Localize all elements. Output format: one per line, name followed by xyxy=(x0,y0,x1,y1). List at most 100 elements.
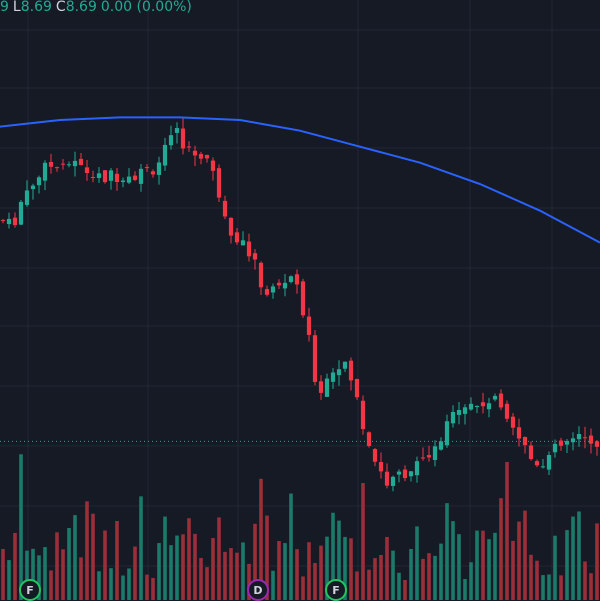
volume-bar xyxy=(67,527,71,600)
legend-low-value: 8.69 xyxy=(20,0,52,15)
volume-bar xyxy=(163,516,167,600)
candle-body xyxy=(534,461,540,466)
volume-bar xyxy=(517,521,521,600)
candlestick-series xyxy=(0,118,600,492)
volume-bar xyxy=(547,574,551,600)
volume-bar xyxy=(211,538,215,600)
volume-bar xyxy=(139,496,143,600)
candle-body xyxy=(570,438,576,443)
candle-body xyxy=(144,167,150,169)
candle-body xyxy=(258,262,264,288)
candle-body xyxy=(90,176,96,178)
candle-body xyxy=(330,372,336,382)
candle-body xyxy=(576,434,582,440)
candle-body xyxy=(78,158,84,166)
volume-bar xyxy=(253,523,257,600)
volume-bar xyxy=(115,520,119,600)
volume-bar xyxy=(307,542,311,600)
volume-bar xyxy=(193,533,197,600)
volume-bar xyxy=(25,550,29,600)
candle-body xyxy=(240,240,246,246)
volume-bar xyxy=(175,535,179,600)
candle-body xyxy=(558,440,564,446)
candle-body xyxy=(450,411,456,424)
candle-body xyxy=(156,162,162,175)
volume-bar xyxy=(445,503,449,600)
candle-body xyxy=(468,403,474,410)
volume-bar xyxy=(409,548,413,600)
candle-body xyxy=(354,378,360,398)
candle-body xyxy=(216,168,222,198)
volume-bar xyxy=(43,547,47,600)
volume-bar xyxy=(265,515,269,600)
candle-body xyxy=(150,171,156,175)
candle-body xyxy=(516,427,522,439)
volume-bar xyxy=(235,552,239,600)
candle-body xyxy=(288,276,294,282)
volume-bar xyxy=(499,498,503,600)
volume-bar xyxy=(457,534,461,600)
candle-body xyxy=(312,335,318,382)
candle-body xyxy=(6,218,12,225)
earnings-marker-icon[interactable]: F xyxy=(325,579,347,601)
legend-high-value-partial: 9 xyxy=(0,0,9,15)
volume-bar xyxy=(415,526,419,600)
volume-bar xyxy=(301,576,305,600)
candle-body xyxy=(246,241,252,257)
candle-body xyxy=(384,471,390,486)
volume-bar xyxy=(289,493,293,600)
volume-bar xyxy=(199,557,203,600)
candle-body xyxy=(378,462,384,472)
candle-body xyxy=(186,146,192,148)
volume-bar xyxy=(439,543,443,600)
volume-bar xyxy=(127,568,131,600)
volume-bar xyxy=(49,570,53,600)
volume-bar xyxy=(313,563,317,600)
volume-bar xyxy=(97,571,101,600)
dividend-marker-icon[interactable]: D xyxy=(247,579,269,601)
moving-average-line xyxy=(0,116,600,244)
volume-bar xyxy=(217,517,221,600)
volume-bar xyxy=(331,512,335,600)
volume-bar xyxy=(577,511,581,600)
volume-bar xyxy=(343,536,347,600)
candle-body xyxy=(318,381,324,393)
volume-bar xyxy=(565,530,569,600)
candle-body xyxy=(306,316,312,335)
candle-body xyxy=(480,402,486,407)
volume-bar xyxy=(319,545,323,600)
volume-bar xyxy=(583,561,587,600)
candle-body xyxy=(126,176,132,183)
volume-series xyxy=(1,454,599,600)
candle-body xyxy=(0,220,6,222)
candle-body xyxy=(84,167,90,174)
candle-body xyxy=(486,403,492,410)
candle-body xyxy=(210,160,216,171)
volume-bar xyxy=(283,543,287,600)
earnings-marker-icon[interactable]: F xyxy=(19,579,41,601)
volume-bar xyxy=(145,574,149,600)
volume-bar xyxy=(451,521,455,600)
candle-body xyxy=(510,416,516,428)
volume-bar xyxy=(511,540,515,600)
candle-body xyxy=(360,400,366,430)
volume-bar xyxy=(433,555,437,600)
marker-label: F xyxy=(332,583,340,597)
candle-body xyxy=(366,432,372,446)
volume-bar xyxy=(523,510,527,600)
volume-bar xyxy=(349,538,353,600)
candle-body xyxy=(402,469,408,479)
candle-body xyxy=(102,170,108,183)
volume-bar xyxy=(13,532,17,600)
volume-bar xyxy=(121,575,125,600)
candle-body xyxy=(96,173,102,178)
candle-body xyxy=(60,163,66,165)
volume-bar xyxy=(55,532,59,600)
candle-body xyxy=(390,476,396,486)
volume-bar xyxy=(367,569,371,600)
volume-bar xyxy=(421,558,425,600)
candle-body xyxy=(222,200,228,217)
